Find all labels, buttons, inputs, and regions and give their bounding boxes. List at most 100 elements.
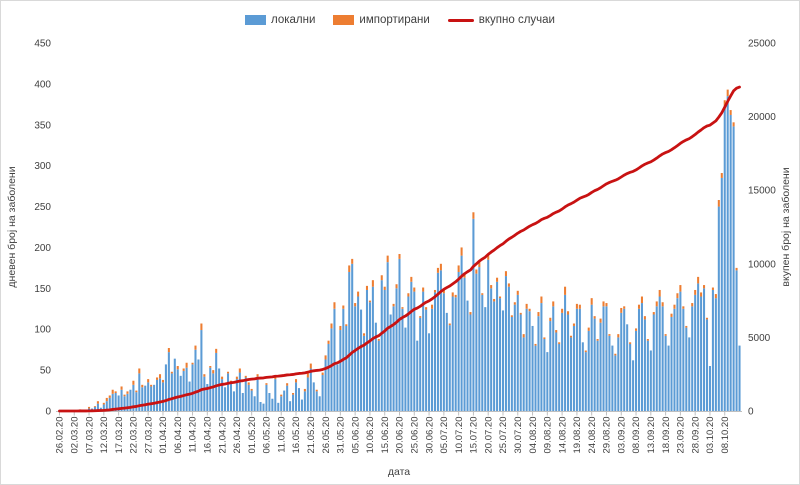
bar-local <box>200 330 203 411</box>
bar-imported <box>413 287 416 292</box>
bar-imported <box>244 375 247 378</box>
bar-local <box>197 359 200 411</box>
bar-imported <box>342 305 345 309</box>
bar-local <box>439 270 442 411</box>
x-tick-label: 15.07.20 <box>469 417 480 454</box>
bar-local <box>451 296 454 411</box>
bar-local <box>460 255 463 411</box>
bar-local <box>150 386 153 411</box>
bar-imported <box>324 355 327 360</box>
bar-local <box>229 384 232 411</box>
bar-local <box>558 343 561 411</box>
bar-imported <box>472 212 475 219</box>
bar-imported <box>602 301 605 307</box>
x-tick-label: 06.04.20 <box>173 417 184 454</box>
legend: локални импортирани вкупно случаи <box>1 11 799 29</box>
x-tick-label: 19.08.20 <box>572 417 583 454</box>
bar-imported <box>209 366 212 368</box>
bar-local <box>472 218 475 411</box>
bar-local <box>590 304 593 411</box>
x-tick-label: 23.09.20 <box>676 417 687 454</box>
x-tick-label: 24.08.20 <box>587 417 598 454</box>
bar-imported <box>463 274 466 278</box>
bar-imported <box>596 339 599 341</box>
bar-local <box>697 283 700 411</box>
bar-imported <box>407 293 410 297</box>
bar-imported <box>108 395 111 398</box>
bar-local <box>179 375 182 411</box>
legend-label-total: вкупно случаи <box>478 14 555 26</box>
bar-local <box>569 337 573 411</box>
bar-local <box>144 385 147 411</box>
bar-local <box>226 373 230 411</box>
bar-local <box>294 382 298 411</box>
bar-imported <box>599 318 602 323</box>
bar-local <box>691 306 694 411</box>
bar-imported <box>339 325 342 331</box>
legend-label-imported: импортирани <box>359 14 430 26</box>
bar-imported <box>368 300 371 303</box>
bar-local <box>726 96 729 411</box>
bar-imported <box>170 371 173 374</box>
bar-local <box>176 369 179 411</box>
bar-imported <box>700 292 703 297</box>
bar-imported <box>380 275 383 281</box>
bar-imported <box>433 289 437 293</box>
bar-imported <box>481 293 484 295</box>
bar-local <box>670 316 673 411</box>
bar-local <box>321 375 324 411</box>
bar-imported <box>537 312 540 317</box>
bar-local <box>513 304 516 411</box>
bar-local <box>117 395 120 411</box>
bar-local <box>147 382 150 411</box>
x-tick-label: 20.06.20 <box>395 417 406 454</box>
bar-local <box>673 308 676 411</box>
bar-imported <box>194 345 197 350</box>
bar-imported <box>398 253 401 259</box>
bar-local <box>646 340 649 411</box>
bar-local <box>640 303 643 411</box>
bar-local <box>593 318 596 411</box>
bar-imported <box>182 368 185 371</box>
bar-local <box>191 364 194 411</box>
bar-imported <box>519 312 522 315</box>
x-tick-label: 31.05.20 <box>336 417 347 454</box>
bar-local <box>247 384 250 411</box>
bar-imported <box>711 287 714 290</box>
bar-local <box>327 343 330 411</box>
bar-local <box>182 370 185 411</box>
bar-local <box>232 391 235 411</box>
bar-imported <box>167 348 170 353</box>
bar-local <box>528 311 531 411</box>
bar-imported <box>487 254 490 260</box>
bar-imported <box>717 200 720 207</box>
x-tick-label: 26.02.20 <box>55 417 66 454</box>
bar-imported <box>457 265 460 272</box>
bar-imported <box>138 368 141 374</box>
bar-imported <box>510 315 513 317</box>
bar-local <box>555 332 558 411</box>
y-left-tick-label: 300 <box>34 161 51 172</box>
bar-local <box>336 364 339 411</box>
bar-local <box>649 350 652 411</box>
bar-local <box>407 296 410 411</box>
bar-local <box>300 399 303 411</box>
x-tick-label: 12.03.20 <box>99 417 110 454</box>
bar-local <box>578 308 581 411</box>
bar-imported <box>587 327 590 331</box>
bar-local <box>655 306 658 411</box>
bar-imported <box>294 379 298 383</box>
x-tick-label: 28.09.20 <box>690 417 701 454</box>
bar-local <box>708 366 711 411</box>
bar-imported <box>439 263 442 271</box>
x-tick-label: 05.07.20 <box>439 417 450 454</box>
bar-local <box>682 308 685 411</box>
bar-local <box>703 288 706 411</box>
total-series-line-swatch <box>447 18 474 22</box>
legend-item-local: локални <box>245 14 315 26</box>
bar-local <box>717 206 720 411</box>
bar-imported <box>351 258 354 264</box>
bar-imported <box>522 334 525 338</box>
